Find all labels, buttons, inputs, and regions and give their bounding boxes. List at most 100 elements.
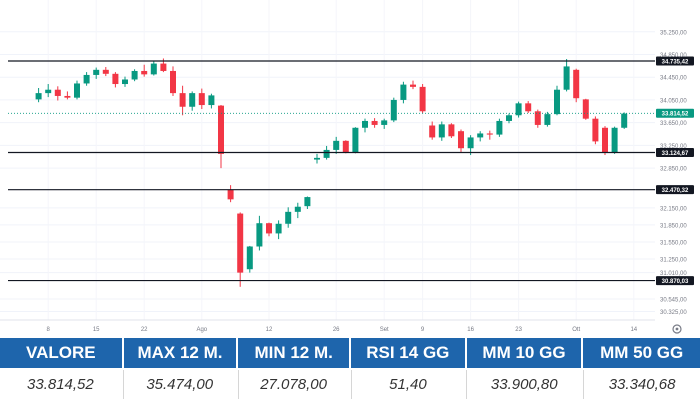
candle [592, 116, 599, 145]
candle [438, 121, 445, 141]
candle-body [170, 70, 176, 94]
candle-body [208, 95, 215, 106]
candle [342, 140, 349, 154]
candle-body [371, 120, 378, 125]
candle [381, 118, 388, 129]
candle-body [592, 118, 599, 142]
candle [266, 222, 272, 237]
candle [64, 91, 71, 100]
candle-body [458, 131, 464, 149]
candle [304, 196, 311, 210]
candle [477, 131, 484, 142]
settings-icon[interactable] [672, 324, 682, 334]
stat-value-min: 27.078,00 [237, 370, 349, 399]
stat-value-mm50: 33.340,68 [583, 370, 700, 399]
y-tick-label: 33.650,00 [660, 121, 687, 127]
candle [179, 85, 186, 116]
level-line: 33.124,67 [8, 148, 694, 157]
candle [112, 72, 119, 88]
level-line-label: 30.870,03 [662, 279, 689, 285]
x-tick-label: 22 [141, 327, 148, 333]
candle [45, 84, 52, 98]
stat-header-valore: VALORE [0, 338, 122, 368]
stat-value-mm10: 33.900,80 [466, 370, 582, 399]
stat-header-mm50: MM 50 GG [583, 338, 700, 368]
candle-body [573, 69, 580, 99]
candle-body [544, 114, 551, 125]
level-line-tag [656, 185, 694, 195]
stat-value-valore: 33.814,52 [0, 370, 121, 399]
candle-body [419, 86, 426, 112]
candle [83, 72, 90, 86]
candle-body [429, 125, 436, 138]
y-tick-label: 31.550,00 [660, 240, 687, 246]
level-line: 30.870,03 [8, 276, 694, 286]
candle-body [582, 99, 589, 119]
candle [611, 126, 618, 154]
stat-value-rsi: 51,40 [350, 370, 465, 399]
candle [563, 59, 570, 92]
candle-body [198, 93, 205, 106]
candle-body [141, 70, 148, 75]
candle [515, 101, 522, 118]
candle-body [179, 93, 186, 107]
candle [93, 67, 100, 79]
candle-body [35, 93, 42, 100]
y-axis: 35.250,00 34.850,00 34.450,00 34.050,00 33.6… [660, 30, 687, 316]
candle-body [611, 127, 618, 153]
candle-body [160, 63, 167, 71]
chart-grid [0, 0, 655, 320]
candle [525, 101, 532, 114]
level-line-tag [656, 56, 694, 66]
candle-body [621, 113, 628, 128]
candle [285, 207, 292, 228]
y-tick-label: 31.850,00 [660, 223, 687, 229]
stats-table: VALORE MAX 12 M. MIN 12 M. RSI 14 GG MM … [0, 338, 700, 400]
candle [150, 60, 157, 76]
level-line-tag [656, 148, 694, 157]
candle-body [486, 133, 493, 135]
x-tick-label: Ott [572, 327, 580, 333]
stat-value-max: 35.474,00 [122, 370, 236, 399]
candle-body [45, 89, 52, 94]
y-tick-label: 34.450,00 [660, 76, 687, 82]
candle-body [189, 93, 196, 107]
y-tick-label: 30.325,00 [660, 310, 687, 316]
candle [419, 84, 426, 114]
level-line-label: 32.470,32 [662, 188, 689, 194]
candle-body [381, 120, 388, 125]
candle [573, 68, 580, 103]
x-tick-label: 12 [266, 327, 273, 333]
candle-body [563, 66, 570, 90]
level-line: 32.470,32 [8, 185, 694, 195]
candle [400, 81, 407, 104]
candle-body [467, 137, 474, 149]
candle-body [525, 103, 532, 112]
candle-body [342, 140, 349, 153]
level-line-label: 33.124,67 [662, 151, 689, 157]
stats-value-row: 33.814,52 35.474,00 27.078,00 51,40 33.9… [0, 370, 700, 399]
candle [371, 118, 378, 128]
candle [410, 80, 416, 90]
candle [198, 88, 205, 110]
level-lines: 34.735,42 33.124,67 32.470,32 30.870,03 33.8… [8, 56, 694, 286]
candle [506, 113, 512, 124]
candle-body [150, 63, 157, 75]
y-tick-label: 35.250,00 [660, 30, 687, 36]
candle [131, 69, 138, 82]
candle [544, 111, 551, 127]
candle-body [506, 115, 512, 121]
candle [256, 215, 263, 251]
candle-body [448, 124, 455, 137]
candle [141, 64, 148, 77]
candle-body [131, 70, 138, 80]
x-axis: 8 15 22 Ago 12 26 Set 9 16 23 Ott 14 [0, 319, 655, 333]
y-tick-label: 32.150,00 [660, 206, 687, 212]
candle [314, 153, 320, 164]
candle [122, 76, 128, 87]
stats-header-row: VALORE MAX 12 M. MIN 12 M. RSI 14 GG MM … [0, 338, 700, 368]
candle [275, 220, 282, 240]
candle-body [323, 149, 330, 158]
stat-header-mm10: MM 10 GG [466, 338, 582, 368]
candle-body [390, 99, 397, 121]
